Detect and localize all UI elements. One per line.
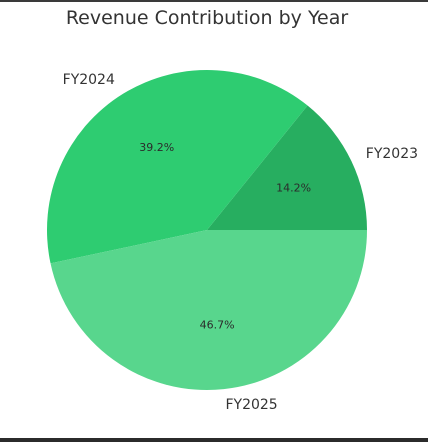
top-border <box>0 0 428 2</box>
pie-slice-fy2024 <box>46 70 308 264</box>
pie-slice-fy2023 <box>207 105 367 230</box>
percent-label-fy2025: 46.7% <box>200 318 235 331</box>
pie-slices <box>46 70 367 390</box>
percent-label-fy2024: 39.2% <box>139 141 174 154</box>
category-label-fy2023: FY2023 <box>366 146 418 162</box>
chart-title: Revenue Contribution by Year <box>66 7 349 29</box>
pie-labels: FY2023 14.2% FY2024 39.2% FY2025 46.7% <box>63 72 418 413</box>
pie-slice-fy2025 <box>50 230 367 390</box>
category-label-fy2025: FY2025 <box>225 397 277 413</box>
bottom-border <box>0 438 428 442</box>
category-label-fy2024: FY2024 <box>63 72 115 88</box>
percent-label-fy2023: 14.2% <box>276 182 311 195</box>
